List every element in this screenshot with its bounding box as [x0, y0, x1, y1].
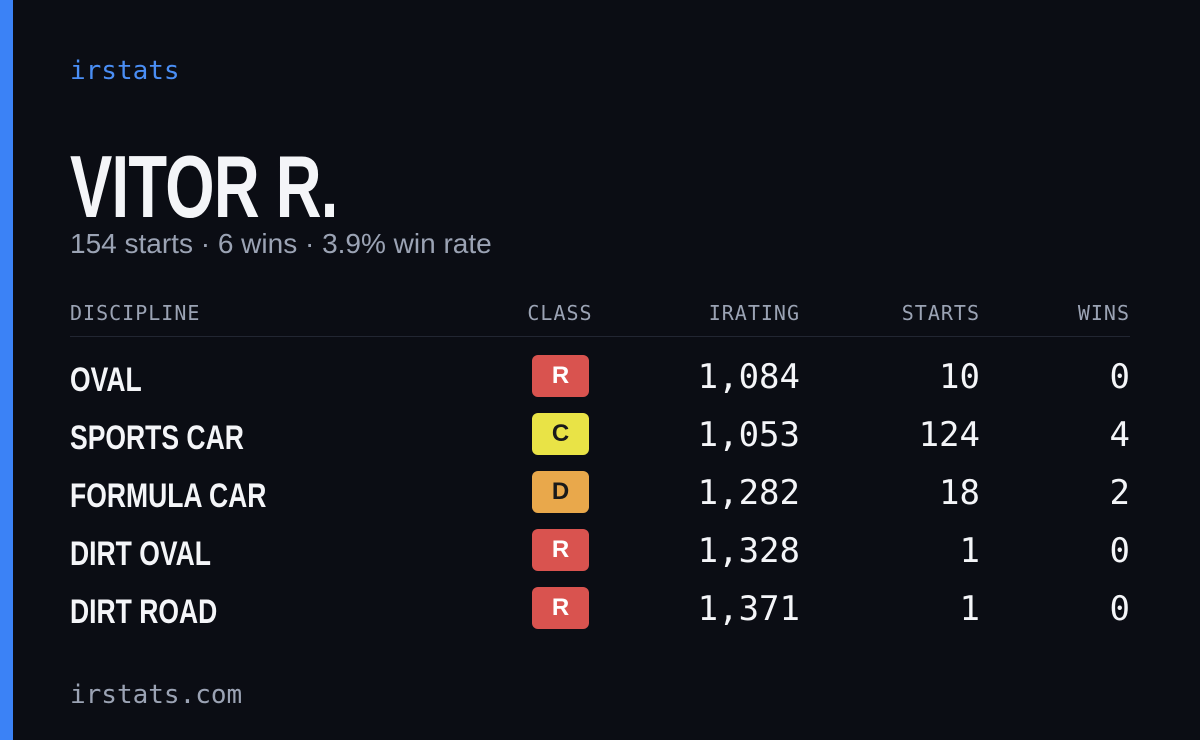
irating: 1,371	[697, 589, 800, 629]
discipline: FORMULA CAR	[70, 477, 267, 515]
class-badge: R	[532, 355, 589, 397]
starts: 1	[959, 531, 980, 571]
wins: 0	[1109, 589, 1130, 629]
footer: irstats.com	[70, 680, 243, 710]
starts: 1	[959, 589, 980, 629]
column-header: DISCIPLINE	[70, 301, 201, 325]
irating: 1,282	[697, 473, 800, 513]
class-badge: D	[532, 471, 589, 513]
accent-bar	[0, 0, 13, 740]
column-header: WINS	[1077, 301, 1130, 325]
driver-name: VITOR R.	[70, 137, 338, 236]
discipline: SPORTS CAR	[70, 419, 244, 457]
starts: 124	[918, 415, 980, 455]
column-header: IRATING	[708, 301, 800, 325]
discipline: DIRT OVAL	[70, 535, 211, 573]
wins: 4	[1109, 415, 1130, 455]
divider	[70, 336, 1130, 337]
column-header: STARTS	[901, 301, 980, 325]
wins: 0	[1109, 357, 1130, 397]
discipline: OVAL	[70, 361, 142, 399]
class-badge: R	[532, 529, 589, 571]
starts: 18	[939, 473, 980, 513]
starts: 10	[939, 357, 980, 397]
discipline: DIRT ROAD	[70, 593, 218, 631]
irating: 1,053	[697, 415, 800, 455]
driver-summary: 154 starts · 6 wins · 3.9% win rate	[70, 228, 492, 259]
wins: 2	[1109, 473, 1130, 513]
class-badge: C	[532, 413, 589, 455]
brand: irstats	[70, 56, 180, 86]
irating: 1,328	[697, 531, 800, 571]
irating: 1,084	[697, 357, 800, 397]
wins: 0	[1109, 531, 1130, 571]
class-badge: R	[532, 587, 589, 629]
column-header: CLASS	[527, 301, 593, 325]
